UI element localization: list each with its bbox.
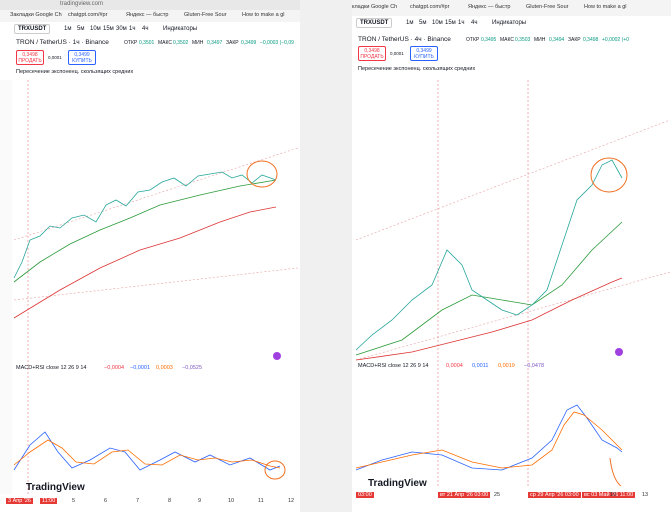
interval[interactable]: 30м	[116, 26, 127, 32]
interval[interactable]: 1м	[64, 26, 72, 32]
symbol[interactable]: TRXUSDT	[14, 24, 51, 34]
ohlc-label: МИН	[192, 40, 204, 46]
x-axis-label: 5	[72, 498, 76, 504]
buy-label: КУПИТЬ	[414, 54, 434, 60]
interval[interactable]: 15м	[103, 26, 114, 32]
interval[interactable]: 10м	[90, 26, 101, 32]
right-window: кладки Google Ch chatgpt.com/#pr Яндекс — …	[352, 0, 671, 512]
sell-price: 0,3498	[22, 52, 38, 58]
interval[interactable]: 5м	[77, 26, 85, 32]
change: +0,0002 (+0	[602, 37, 629, 43]
buy-box[interactable]: 0,3499 КУПИТЬ	[68, 50, 96, 65]
sell-box[interactable]: 0,3498 ПРОДАТЬ	[358, 46, 386, 61]
interval[interactable]: 15м	[445, 20, 456, 26]
sell-box[interactable]: 0,3498 ПРОДАТЬ	[16, 50, 44, 65]
ohlc-value: 0,3494	[549, 37, 565, 43]
macd-value: −0,0525	[182, 365, 203, 371]
x-axis-label: вс 03 Май '26 11:00	[582, 492, 636, 498]
interval[interactable]: 4ч	[142, 26, 149, 32]
interval[interactable]: 1ч	[129, 26, 136, 32]
spread: 0,0001	[390, 51, 404, 56]
ohlc-label: ОТКР	[466, 37, 480, 43]
buy-box[interactable]: 0,3499 КУПИТЬ	[410, 46, 438, 61]
ohlc-value: 0,3497	[207, 40, 223, 46]
bookmark[interactable]: Gluten-Free Sour	[184, 12, 227, 18]
bookmark[interactable]: Gluten-Free Sour	[526, 4, 569, 10]
interval[interactable]: 4ч	[471, 20, 478, 26]
symbol[interactable]: TRXUSDT	[356, 18, 393, 28]
ohlc-value: 0,3499	[241, 40, 257, 46]
bookmark[interactable]: chatgpt.com/#pr	[68, 12, 108, 18]
left-drawing	[0, 0, 300, 512]
macd-value: −0,0001	[130, 365, 151, 371]
bookmark[interactable]: How to make a gl	[242, 12, 285, 18]
ohlc-value: 0,3498	[583, 37, 599, 43]
ohlc-label: МАКС	[158, 40, 172, 46]
macd-value: −0,0478	[524, 363, 545, 369]
macd-name: MACD+RSI close 12 26 9 14	[16, 365, 87, 371]
indicator-name: Пересечение экспоненц. скользящих средни…	[358, 66, 476, 72]
ohlc-label: МИН	[534, 37, 546, 43]
ohlc-value: 0,3502	[173, 40, 189, 46]
bookmark[interactable]: chatgpt.com/#pr	[410, 4, 450, 10]
macd-value: 0,0011	[472, 363, 489, 369]
macd-value: −0,0004	[104, 365, 125, 371]
ohlc-label: ЗАКР	[568, 37, 581, 43]
bookmark[interactable]: Закладки Google Ch	[10, 12, 62, 18]
sell-price: 0,3498	[364, 48, 380, 54]
x-axis-label: 3 Апр '26	[6, 498, 33, 504]
ohlc-label: ОТКР	[124, 40, 138, 46]
x-axis-label: 9	[198, 498, 202, 504]
right-drawing	[352, 0, 671, 512]
buy-label: КУПИТЬ	[72, 58, 92, 64]
interval[interactable]: 5м	[419, 20, 427, 26]
buy-price: 0,3499	[74, 52, 90, 58]
indicator-name: Пересечение экспоненц. скользящих средни…	[16, 69, 134, 75]
x-axis-label: 11	[258, 498, 264, 504]
sell-label: ПРОДАТЬ	[360, 54, 384, 60]
x-axis-label: 11:00	[40, 498, 58, 504]
x-axis-label: 25	[494, 492, 501, 498]
x-axis-label: 10	[228, 498, 235, 504]
ohlc-label: ЗАКР	[226, 40, 239, 46]
logo: TradingView	[368, 478, 427, 489]
x-axis-label: 10	[610, 492, 617, 498]
ohlc-label: МАКС	[500, 37, 514, 43]
logo: TradingView	[26, 482, 85, 493]
x-axis-label: 8	[168, 498, 172, 504]
interval[interactable]: 1м	[406, 20, 414, 26]
ohlc-value: 0,3495	[481, 37, 497, 43]
x-axis-label: 03:00	[356, 492, 374, 498]
gap	[300, 0, 352, 512]
macd-value: 0,0003	[156, 365, 173, 371]
spread: 0,0001	[48, 55, 62, 60]
macd-value: 0,0004	[446, 363, 463, 369]
bookmark[interactable]: Яндекс — быстр	[468, 4, 511, 10]
interval[interactable]: 10м	[432, 20, 443, 26]
macd-name: MACD+RSI close 12 26 9 14	[358, 363, 429, 369]
indicators[interactable]: Индикаторы	[163, 26, 198, 32]
bookmark[interactable]: How to make a gl	[584, 4, 627, 10]
macd-value: 0,0019	[498, 363, 515, 369]
change: −0,0003 (−0,09	[260, 40, 294, 46]
ohlc-value: 0,3503	[515, 37, 531, 43]
bookmark[interactable]: кладки Google Ch	[352, 4, 398, 10]
chart-title: TRON / TetherUS · 1ч · Binance	[16, 39, 109, 46]
x-axis-label: вт 21 Апр '26 03:00	[438, 492, 491, 498]
bookmark[interactable]: Яндекс — быстр	[126, 12, 169, 18]
x-axis-label: 7	[136, 498, 140, 504]
ohlc-value: 0,3501	[139, 40, 155, 46]
left-window: tradingview.com Закладки Google Ch chatgpt…	[0, 0, 300, 512]
x-axis-label: 13	[642, 492, 649, 498]
interval[interactable]: 1ч	[458, 20, 465, 26]
x-axis-label: ср 29 Апр '26 03:00	[528, 492, 581, 498]
x-axis-label: 6	[104, 498, 108, 504]
sell-label: ПРОДАТЬ	[18, 58, 42, 64]
url: tradingview.com	[60, 1, 104, 7]
x-axis-label: 12	[288, 498, 295, 504]
chart-title: TRON / TetherUS · 4ч · Binance	[358, 36, 451, 43]
indicators[interactable]: Индикаторы	[492, 20, 527, 26]
buy-price: 0,3499	[416, 48, 432, 54]
